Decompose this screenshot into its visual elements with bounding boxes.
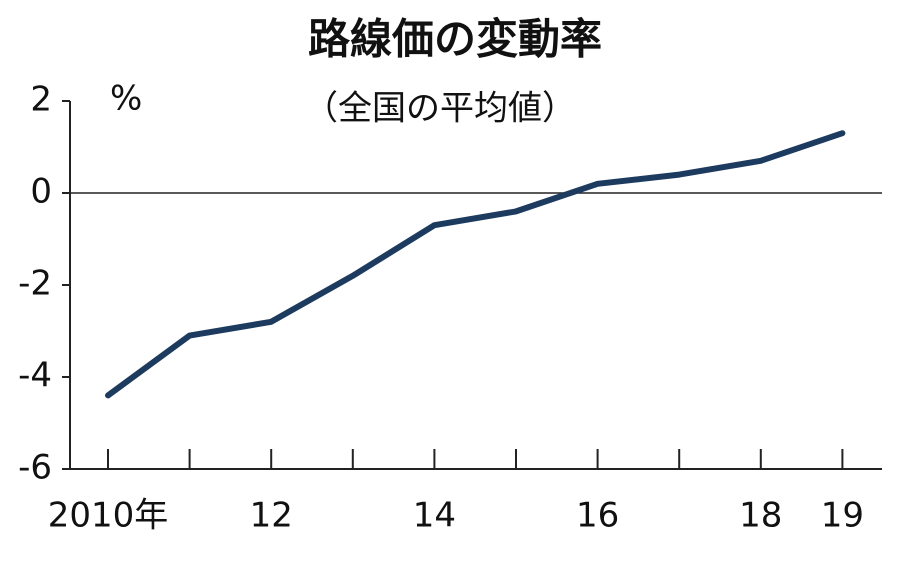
chart-title: 路線価の変動率 <box>308 15 602 64</box>
x-tick-label: 16 <box>576 496 619 536</box>
x-tick-label: 14 <box>413 496 456 536</box>
x-tick-label: 19 <box>821 496 864 536</box>
y-tick-label: -4 <box>18 356 52 396</box>
y-tick-label: -2 <box>18 264 52 304</box>
x-tick-label: 18 <box>739 496 782 536</box>
data-line <box>105 130 846 399</box>
chart-subtitle: （全国の平均値） <box>304 89 576 129</box>
y-tick-label: 2 <box>30 80 52 120</box>
y-unit: % <box>110 79 142 119</box>
y-tick-label: 0 <box>30 172 52 212</box>
y-tick-label: -6 <box>18 448 52 488</box>
x-tick-label: 12 <box>250 496 293 536</box>
x-tick-label: 2010年 <box>48 496 169 536</box>
